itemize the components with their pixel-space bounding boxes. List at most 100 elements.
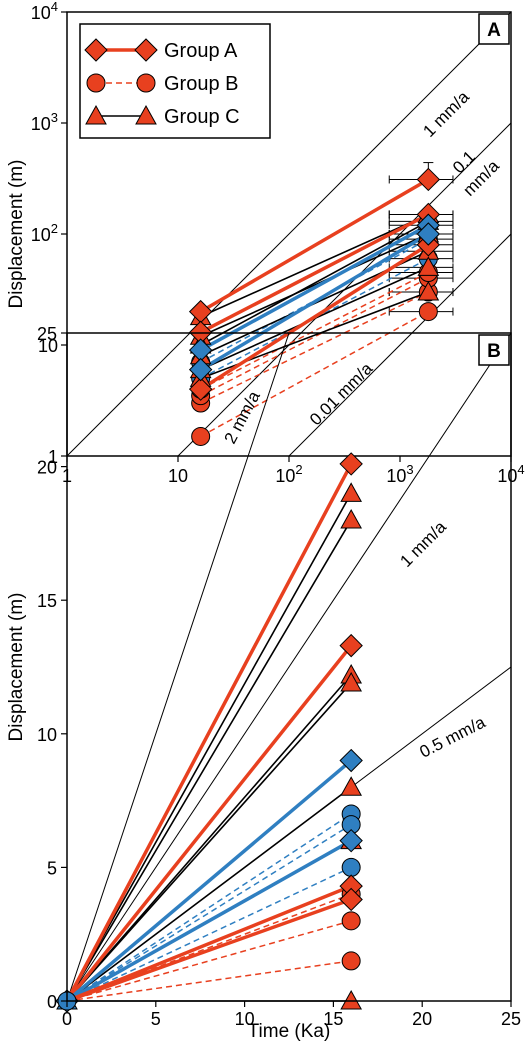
data-point <box>339 887 363 912</box>
series-line <box>66 866 352 1002</box>
panel-a-chart: 1 mm/a0.1mm/a0.01 mm/a1 10 102 103 104110102… <box>6 0 525 486</box>
x-tick-label: 10 <box>168 466 188 486</box>
y-tick-label: 104 <box>31 0 58 23</box>
legend-marker <box>135 104 157 125</box>
series-line <box>66 492 352 1002</box>
series-line <box>66 813 352 1002</box>
series-line <box>200 238 429 363</box>
series-line <box>65 759 353 1003</box>
x-tick-label: 0 <box>62 1009 72 1029</box>
rate-line <box>288 233 511 456</box>
rate-label: 2 mm/a <box>220 387 264 446</box>
series-line <box>199 177 430 314</box>
x-tick-label: 5 <box>151 1009 161 1029</box>
rate-label: 0.5 mm/a <box>417 712 489 761</box>
panel-b-chart: 2 mm/a 1 mm/a 0.5 mm/a 0 5 10 15 20 25 0 5 10 15 20 25… <box>6 324 521 1042</box>
x-tick-label: 25 <box>501 1009 521 1029</box>
x-tick-label: 102 <box>275 462 302 486</box>
legend-marker <box>134 38 158 62</box>
legend-marker <box>85 104 107 125</box>
series-line <box>199 243 430 391</box>
legend-label: Group C <box>164 106 240 128</box>
series-line <box>199 212 430 334</box>
series-line <box>66 839 353 1003</box>
series-line <box>66 824 352 1002</box>
data-point <box>416 222 441 246</box>
legend-marker <box>136 73 156 93</box>
series-line <box>199 232 430 372</box>
data-point <box>340 672 363 692</box>
x-tick-label: 20 <box>412 1009 432 1029</box>
legend-label: Group B <box>164 73 238 95</box>
data-point <box>188 357 213 382</box>
series-line <box>66 884 352 1003</box>
y-tick-label: 15 <box>37 591 57 611</box>
data-point <box>341 951 361 971</box>
data-point <box>339 633 363 658</box>
legend-label: Group A <box>164 40 238 62</box>
y-tick-label: 10 <box>38 336 58 356</box>
y-tick-label: 103 <box>31 110 58 134</box>
data-point <box>418 302 438 322</box>
series-line <box>66 682 352 1002</box>
panel-b-label: B <box>487 341 501 362</box>
rate-label: 0.01 mm/a <box>306 359 377 430</box>
legend: Group A Group B Group C <box>79 23 271 139</box>
legend-marker <box>84 38 108 62</box>
panel-b-frame <box>66 332 512 1002</box>
series-line <box>66 786 352 1002</box>
series-line <box>66 897 352 1003</box>
series-line <box>66 960 352 1002</box>
data-point <box>339 828 363 853</box>
y-axis-label: Displacement (m) <box>6 160 27 309</box>
series-line <box>200 233 429 337</box>
panel-b-series <box>55 452 363 1013</box>
series-line <box>66 519 352 1002</box>
series-line <box>200 213 429 318</box>
x-tick-label: 15 <box>323 1009 343 1029</box>
series-line <box>65 463 353 1002</box>
data-point <box>340 776 363 796</box>
y-tick-label: 0 <box>47 992 57 1012</box>
series-line <box>200 220 429 346</box>
panel-b-axes: 0 5 10 15 20 25 0 5 10 15 20 25 <box>37 324 521 1029</box>
data-point <box>340 482 363 502</box>
y-tick-label: 1 <box>48 447 58 467</box>
series-line <box>200 277 429 397</box>
series-line <box>200 257 429 380</box>
series-line <box>66 674 352 1002</box>
rate-label: 1 mm/a <box>396 517 450 571</box>
data-point <box>340 509 363 529</box>
y-axis-label: Displacement (m) <box>6 593 27 742</box>
data-point <box>339 748 363 773</box>
series-line <box>200 291 429 404</box>
series-line <box>200 310 429 438</box>
panel-a-series <box>188 167 441 446</box>
rate-line <box>67 333 290 1001</box>
y-tick-label: 5 <box>47 858 57 878</box>
data-point <box>416 167 441 192</box>
data-point <box>341 857 361 877</box>
panel-a-label: A <box>487 20 501 41</box>
legend-marker <box>86 73 106 93</box>
data-point <box>340 989 363 1010</box>
data-point <box>339 452 363 476</box>
y-tick-label: 20 <box>37 458 57 478</box>
data-point <box>188 377 213 401</box>
y-tick-label: 10 <box>37 725 57 745</box>
rate-line <box>67 12 511 456</box>
rate-line <box>67 333 511 1001</box>
legend-box <box>79 23 271 139</box>
data-point <box>417 281 440 301</box>
x-tick-label: 103 <box>386 462 413 486</box>
x-tick-label: 104 <box>497 462 524 486</box>
y-tick-label: 102 <box>31 221 58 245</box>
data-point <box>341 911 361 931</box>
x-tick-label: 10 <box>235 1009 255 1029</box>
y-tick-label: 25 <box>37 324 57 344</box>
panel-b-label-box <box>478 334 510 366</box>
data-point <box>191 426 211 446</box>
x-axis-label: Time (Ka) <box>248 1021 331 1042</box>
series-line <box>65 644 353 1003</box>
